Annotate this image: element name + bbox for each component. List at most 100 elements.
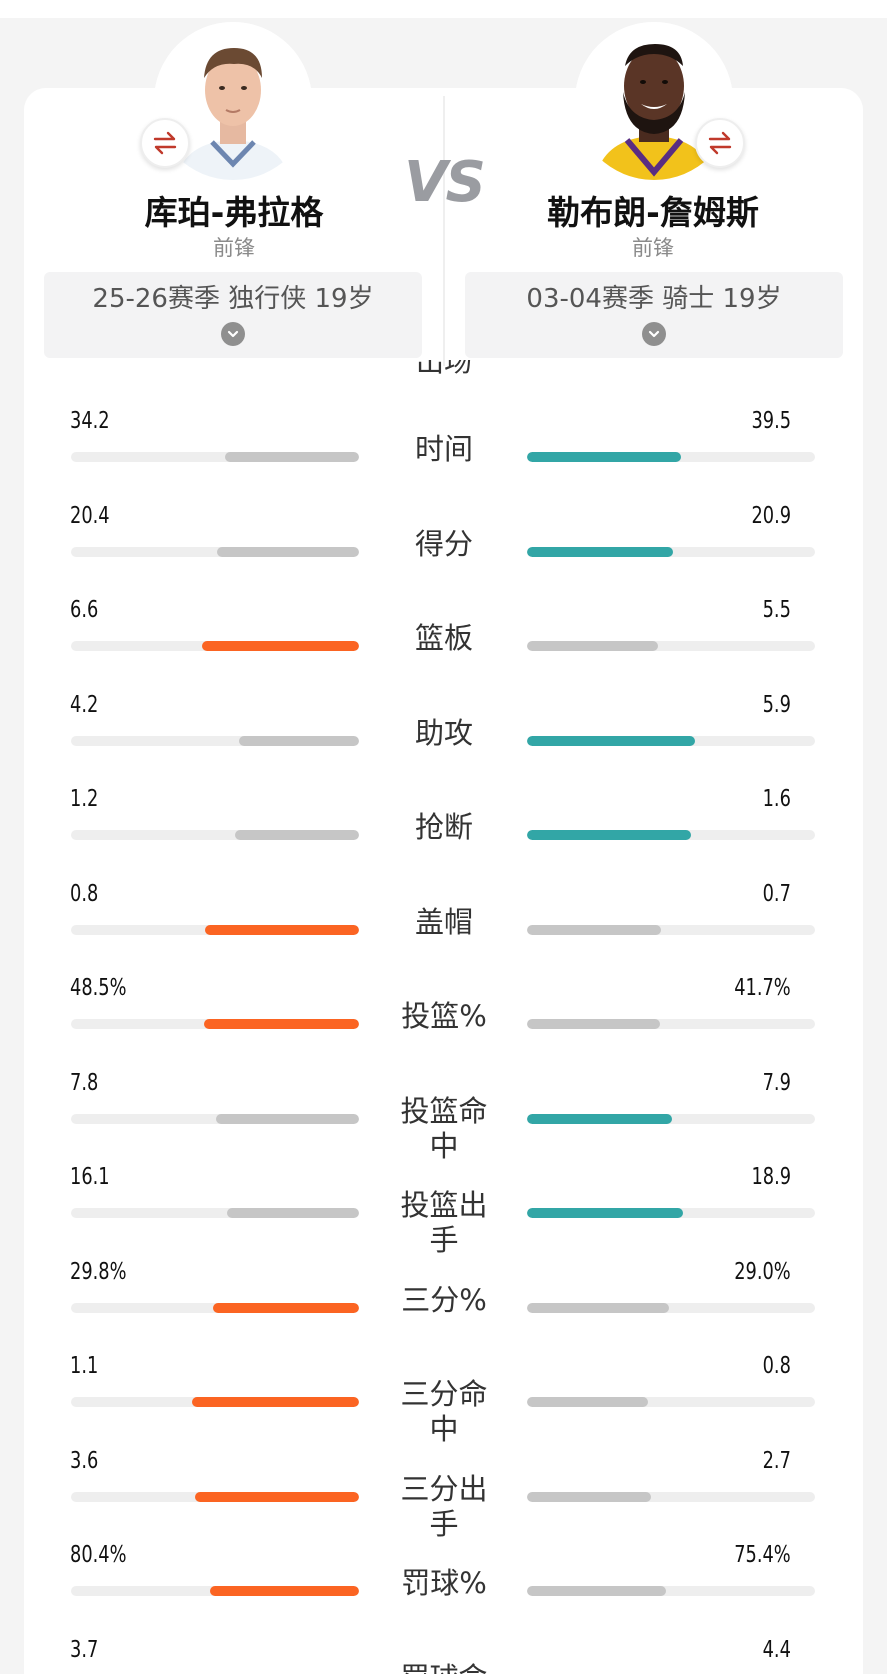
right-stat-value: 20.9 xyxy=(751,502,791,529)
stat-row: 48.5% 41.7% 投篮% xyxy=(24,975,863,1069)
left-stat-bar-fill xyxy=(213,1302,359,1313)
right-stat-value: 41.7% xyxy=(734,975,791,1001)
stat-row: 4.2 5.9 助攻 xyxy=(24,692,863,786)
stat-row: 20.4 20.9 得分 xyxy=(24,503,863,597)
right-stat-bar-fill xyxy=(527,1586,666,1596)
chevron-down-icon xyxy=(221,322,245,346)
left-stat-value: 16.1 xyxy=(70,1164,110,1190)
right-swap-button[interactable] xyxy=(695,118,745,168)
left-season-selector[interactable]: 25-26赛季 独行侠 19岁 xyxy=(44,272,422,358)
stat-label: 投篮出手 xyxy=(400,1188,488,1257)
right-stat-value: 0.7 xyxy=(762,880,791,907)
right-stat-value: 2.7 xyxy=(762,1447,791,1474)
stat-row: 7.8 7.9 投篮命中 xyxy=(24,1070,863,1164)
left-stat-value: 29.8% xyxy=(70,1258,127,1285)
right-stat-bar-fill xyxy=(527,1019,660,1029)
right-stat-bar xyxy=(527,1397,815,1407)
right-stat-bar-fill xyxy=(527,452,681,462)
left-stat-bar xyxy=(71,1208,359,1218)
left-stat-bar-fill xyxy=(225,452,359,462)
stat-label: 抢断 xyxy=(414,810,473,844)
stat-label-clipped: 出场 xyxy=(415,360,472,378)
stat-row: 6.6 5.5 篮板 xyxy=(24,597,863,691)
left-stat-bar-fill xyxy=(217,546,359,557)
stat-row: 1.1 0.8 三分命中 xyxy=(24,1353,863,1447)
center-divider xyxy=(443,96,445,366)
right-stat-bar xyxy=(527,641,815,651)
left-stat-value: 34.2 xyxy=(70,408,110,434)
stat-row: 3.6 2.7 三分出手 xyxy=(24,1448,863,1542)
right-stat-bar-fill xyxy=(527,641,658,651)
swap-arrows-icon xyxy=(153,131,177,155)
right-stat-bar-fill xyxy=(527,830,691,840)
stats-list: 出场 34.2 39.5 时间 20.4 20.9 得分 6.6 5.5 篮板 4.2 5.9 助攻 1… xyxy=(24,360,863,1674)
left-stat-bar xyxy=(71,830,359,840)
stat-label: 罚球命中 xyxy=(394,1661,494,1674)
stat-label: 得分 xyxy=(414,526,473,561)
stat-label: 罚球% xyxy=(401,1566,487,1600)
left-stat-value: 0.8 xyxy=(70,880,99,907)
stat-row: 16.1 18.9 投篮出手 xyxy=(24,1164,863,1258)
stat-label: 投篮命中 xyxy=(400,1093,488,1163)
right-stat-value: 1.6 xyxy=(762,786,791,812)
swap-arrows-icon xyxy=(708,131,732,155)
left-stat-bar xyxy=(71,1397,359,1407)
stat-label: 三分出手 xyxy=(400,1471,488,1541)
right-season-text: 03-04赛季 骑士 19岁 xyxy=(526,284,782,314)
left-stat-value: 3.6 xyxy=(70,1447,99,1474)
right-stat-bar xyxy=(527,1586,815,1596)
left-swap-button[interactable] xyxy=(140,118,190,168)
right-stat-bar-fill xyxy=(527,1302,669,1313)
stat-label: 篮板 xyxy=(414,621,473,655)
left-player-avatar[interactable] xyxy=(154,22,312,180)
right-stat-bar-fill xyxy=(527,735,695,746)
stat-label: 助攻 xyxy=(414,715,473,750)
stat-row: 1.2 1.6 抢断 xyxy=(24,786,863,880)
left-stat-value: 1.1 xyxy=(70,1353,99,1379)
right-stat-value: 4.4 xyxy=(762,1636,791,1663)
left-stat-value: 48.5% xyxy=(70,975,127,1001)
right-stat-bar xyxy=(527,830,815,840)
right-stat-value: 18.9 xyxy=(751,1164,791,1190)
right-stat-value: 0.8 xyxy=(762,1353,791,1379)
right-stat-value: 5.5 xyxy=(762,597,791,623)
left-stat-bar-fill xyxy=(239,735,359,746)
right-stat-bar-fill xyxy=(527,546,673,557)
left-stat-value: 3.7 xyxy=(70,1636,99,1663)
stat-row: 3.7 4.4 罚球命中 xyxy=(24,1637,863,1674)
right-stat-bar-fill xyxy=(527,924,661,935)
right-stat-bar-fill xyxy=(527,1397,648,1407)
left-stat-value: 4.2 xyxy=(70,691,99,718)
left-stat-bar-fill xyxy=(205,924,359,935)
top-strip xyxy=(0,0,887,18)
left-stat-value: 1.2 xyxy=(70,786,99,812)
left-stat-bar xyxy=(71,1019,359,1029)
right-stat-bar xyxy=(527,1491,815,1502)
left-stat-value: 6.6 xyxy=(70,597,99,623)
right-stat-value: 75.4% xyxy=(734,1542,791,1568)
stat-label: 三分% xyxy=(401,1282,487,1317)
right-stat-bar xyxy=(527,1019,815,1029)
left-stat-bar-fill xyxy=(192,1397,359,1407)
right-stat-bar xyxy=(527,924,815,935)
left-stat-value: 20.4 xyxy=(70,502,110,529)
left-stat-bar xyxy=(71,546,359,557)
left-stat-bar-fill xyxy=(195,1491,359,1502)
left-stat-bar-fill xyxy=(202,641,359,651)
right-stat-bar xyxy=(527,735,815,746)
left-stat-bar xyxy=(71,735,359,746)
left-stat-bar-fill xyxy=(216,1113,359,1124)
left-player-position: 前锋 xyxy=(213,236,255,260)
stat-row: 0.8 0.7 盖帽 xyxy=(24,881,863,975)
right-stat-bar xyxy=(527,546,815,557)
left-stat-bar xyxy=(71,1586,359,1596)
left-stat-bar xyxy=(71,641,359,651)
right-player-position: 前锋 xyxy=(632,236,674,260)
left-stat-bar xyxy=(71,1113,359,1124)
left-stat-bar-fill xyxy=(204,1019,359,1029)
right-stat-value: 29.0% xyxy=(734,1258,791,1285)
right-season-selector[interactable]: 03-04赛季 骑士 19岁 xyxy=(465,272,843,358)
right-stat-value: 5.9 xyxy=(762,691,791,718)
left-stat-bar-fill xyxy=(227,1208,359,1218)
left-stat-bar-fill xyxy=(210,1586,359,1596)
